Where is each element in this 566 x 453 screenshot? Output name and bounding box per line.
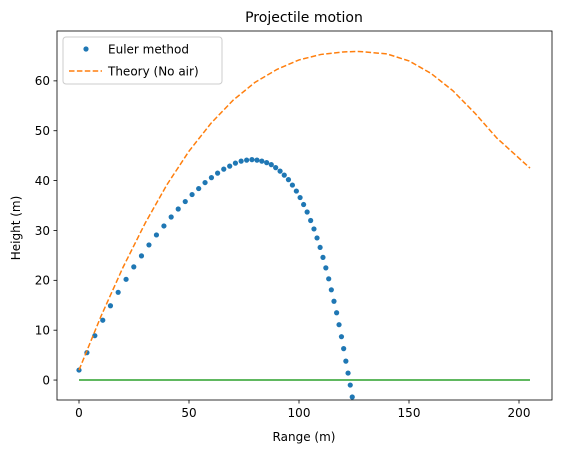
legend-label: Euler method — [108, 42, 189, 56]
euler-point — [293, 188, 299, 194]
euler-point — [182, 198, 188, 205]
euler-point — [189, 191, 195, 198]
euler-point — [347, 382, 353, 388]
euler-point — [100, 317, 106, 323]
euler-point — [161, 223, 167, 229]
euler-point — [311, 226, 317, 232]
y-tick-label: 40 — [35, 174, 50, 188]
euler-point — [175, 206, 181, 212]
euler-point — [268, 162, 274, 168]
euler-point — [249, 157, 255, 163]
euler-point — [338, 334, 345, 340]
plot-area — [56, 30, 553, 401]
euler-point — [254, 157, 260, 163]
y-tick-label: 30 — [35, 224, 50, 238]
x-tick-label: 200 — [508, 406, 531, 420]
euler-point — [345, 370, 351, 376]
euler-point — [323, 265, 329, 271]
euler-point — [326, 276, 332, 282]
euler-point — [131, 264, 137, 270]
y-axis-ticks: 0 10 20 30 40 50 60 — [35, 74, 57, 387]
euler-point — [301, 201, 307, 208]
euler-point — [328, 287, 334, 293]
euler-point — [221, 166, 227, 172]
euler-point — [107, 303, 114, 309]
euler-point — [227, 163, 233, 169]
euler-point — [115, 289, 121, 295]
euler-point — [317, 244, 323, 251]
euler-point — [168, 214, 174, 220]
euler-point — [304, 209, 310, 215]
chart-title: Projectile motion — [245, 10, 363, 26]
theory-line — [78, 50, 531, 371]
euler-point — [123, 276, 129, 282]
x-tick-label: 50 — [181, 406, 196, 420]
euler-point — [202, 179, 208, 186]
euler-point — [215, 170, 221, 176]
y-tick-label: 0 — [42, 373, 50, 387]
legend-marker — [83, 46, 89, 52]
euler-point — [244, 157, 250, 163]
euler-point — [308, 217, 314, 224]
euler-point — [196, 185, 202, 192]
euler-point — [341, 346, 347, 352]
euler-point — [138, 253, 145, 259]
euler-point — [314, 235, 320, 241]
euler-point — [146, 242, 152, 248]
euler-point — [264, 160, 270, 166]
y-tick-label: 10 — [35, 323, 50, 337]
y-tick-label: 50 — [35, 124, 50, 138]
legend-box — [62, 36, 223, 85]
euler-point — [238, 158, 244, 164]
euler-point — [336, 322, 342, 328]
euler-point — [153, 232, 160, 238]
y-tick-label: 60 — [35, 74, 50, 88]
legend: Euler method Theory (No air) — [62, 36, 223, 85]
euler-point — [281, 172, 287, 178]
euler-point — [297, 194, 303, 201]
x-tick-label: 0 — [75, 406, 83, 420]
euler-point — [320, 254, 326, 260]
euler-point — [289, 182, 295, 188]
series-layer — [76, 50, 531, 400]
x-tick-label: 100 — [288, 406, 311, 420]
euler-point — [273, 165, 279, 171]
euler-point — [343, 358, 349, 364]
euler-point — [277, 168, 283, 174]
euler-point — [331, 298, 337, 304]
x-axis-label: Range (m) — [273, 430, 336, 444]
euler-point — [259, 158, 265, 164]
x-axis-ticks: 0 50 100 150 200 — [75, 400, 530, 420]
euler-point — [208, 175, 215, 181]
euler-point — [92, 333, 98, 339]
euler-point — [285, 177, 292, 183]
y-tick-label: 20 — [35, 274, 50, 288]
euler-point — [334, 310, 340, 316]
y-axis-label: Height (m) — [9, 196, 23, 261]
legend-label: Theory (No air) — [107, 64, 199, 78]
euler-point — [349, 394, 355, 400]
plot-frame — [56, 30, 553, 401]
x-tick-label: 150 — [398, 406, 421, 420]
euler-point — [232, 160, 239, 166]
